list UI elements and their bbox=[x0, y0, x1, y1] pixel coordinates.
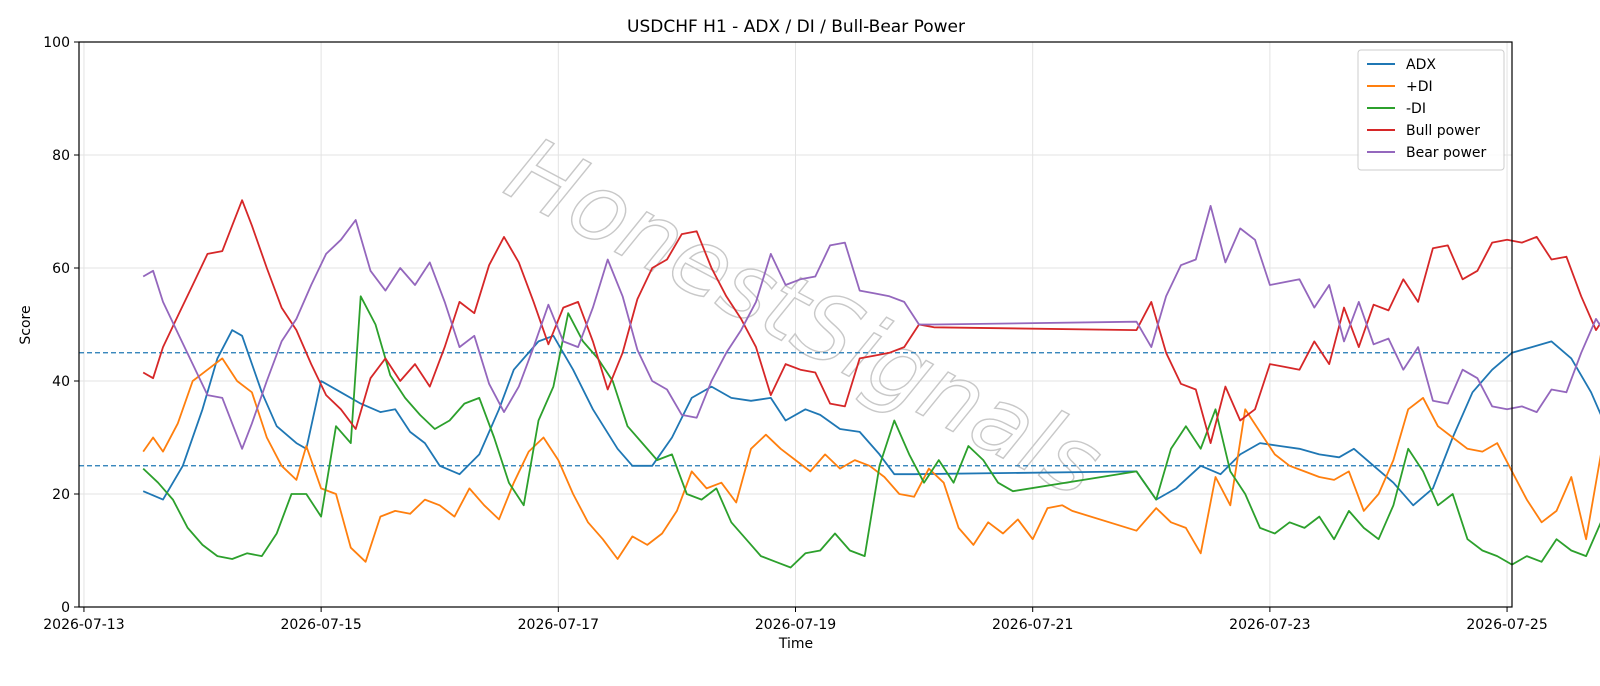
series-line-bull-power bbox=[142, 199, 1600, 445]
series-line-di bbox=[142, 357, 1600, 563]
legend-label-bear-power: Bear power bbox=[1406, 145, 1487, 161]
x-tick-label: 2026-07-17 bbox=[518, 617, 599, 633]
x-tick-label: 2026-07-25 bbox=[1466, 617, 1547, 633]
legend-box bbox=[1357, 49, 1505, 171]
legend-label-adx: ADX bbox=[1406, 57, 1436, 73]
x-axis-label: Time bbox=[778, 636, 813, 652]
x-tick-label: 2026-07-21 bbox=[992, 617, 1073, 633]
y-tick-label: 80 bbox=[52, 148, 70, 164]
y-tick-label: 0 bbox=[61, 600, 70, 616]
y-axis-ticks: 0 20 40 60 80 100 bbox=[43, 35, 79, 616]
y-tick-label: 100 bbox=[43, 35, 70, 51]
x-axis-ticks: 2026-07-13 2026-07-15 2026-07-17 2026-07-19… bbox=[43, 607, 1548, 633]
reference-lines bbox=[79, 352, 1512, 467]
chart-title: USDCHF H1 - ADX / DI / Bull-Bear Power bbox=[627, 17, 965, 37]
series-line-adx bbox=[142, 329, 1600, 507]
series-lines bbox=[142, 199, 1600, 569]
y-axis-label: Score bbox=[18, 305, 34, 344]
y-tick-label: 20 bbox=[52, 487, 70, 503]
legend-label-di: -DI bbox=[1406, 101, 1426, 117]
series-line-di bbox=[142, 295, 1600, 569]
x-tick-label: 2026-07-13 bbox=[43, 617, 124, 633]
x-tick-label: 2026-07-15 bbox=[280, 617, 361, 633]
y-tick-label: 40 bbox=[52, 374, 70, 390]
series-line-bear-power bbox=[142, 204, 1600, 450]
x-tick-label: 2026-07-23 bbox=[1229, 617, 1310, 633]
legend-label-bull-power: Bull power bbox=[1406, 123, 1480, 139]
x-tick-label: 2026-07-19 bbox=[755, 617, 836, 633]
y-tick-label: 60 bbox=[52, 261, 70, 277]
legend: ADX +DI -DI Bull power Bear power bbox=[1357, 49, 1505, 171]
legend-label-di: +DI bbox=[1406, 79, 1433, 95]
grid-lines bbox=[79, 41, 1512, 608]
